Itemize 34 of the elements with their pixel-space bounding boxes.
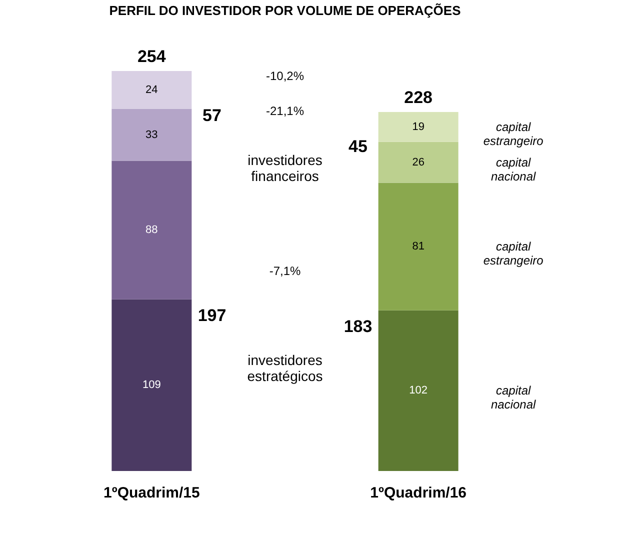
annotation: -7,1% xyxy=(269,264,301,278)
data-label: 33 xyxy=(146,128,158,141)
x-tick-label: 1ºQuadrim/16 xyxy=(370,484,467,502)
annotation: 197 xyxy=(198,306,226,325)
text: capital nacional xyxy=(490,384,536,412)
bar xyxy=(112,71,192,109)
bar xyxy=(112,108,192,161)
text: capital nacional xyxy=(490,155,536,184)
text: capital estrangeiro xyxy=(483,120,544,148)
data-label: 24 xyxy=(146,84,158,96)
annotation: investidores financeiros xyxy=(248,152,322,184)
annotation: -10,2% xyxy=(266,69,304,83)
annotation: -21,1% xyxy=(266,104,304,118)
bar xyxy=(378,142,458,183)
annotation: 57 xyxy=(202,106,222,125)
data-label: 19 xyxy=(412,120,424,133)
data-label: 109 xyxy=(142,379,161,392)
data-label: 102 xyxy=(409,384,428,397)
data-label: 81 xyxy=(412,240,424,253)
annotation: investidores estratégicos xyxy=(247,352,323,384)
annotation: 183 xyxy=(344,317,372,336)
chart-title: PERFIL DO INVESTIDOR POR VOLUME DE OPERAÇÕES xyxy=(109,3,462,18)
bar xyxy=(378,310,458,471)
bar xyxy=(112,299,192,471)
annotation: 45 xyxy=(348,137,368,156)
total-label: 228 xyxy=(404,88,433,107)
x-tick-label: 1ºQuadrim/15 xyxy=(103,484,200,502)
bar xyxy=(112,160,192,300)
bar xyxy=(378,182,458,310)
text: capital estrangeiro xyxy=(483,240,544,268)
total-label: 254 xyxy=(137,47,166,66)
data-label: 26 xyxy=(412,156,424,168)
data-label: 88 xyxy=(146,224,158,236)
bar xyxy=(378,112,458,142)
